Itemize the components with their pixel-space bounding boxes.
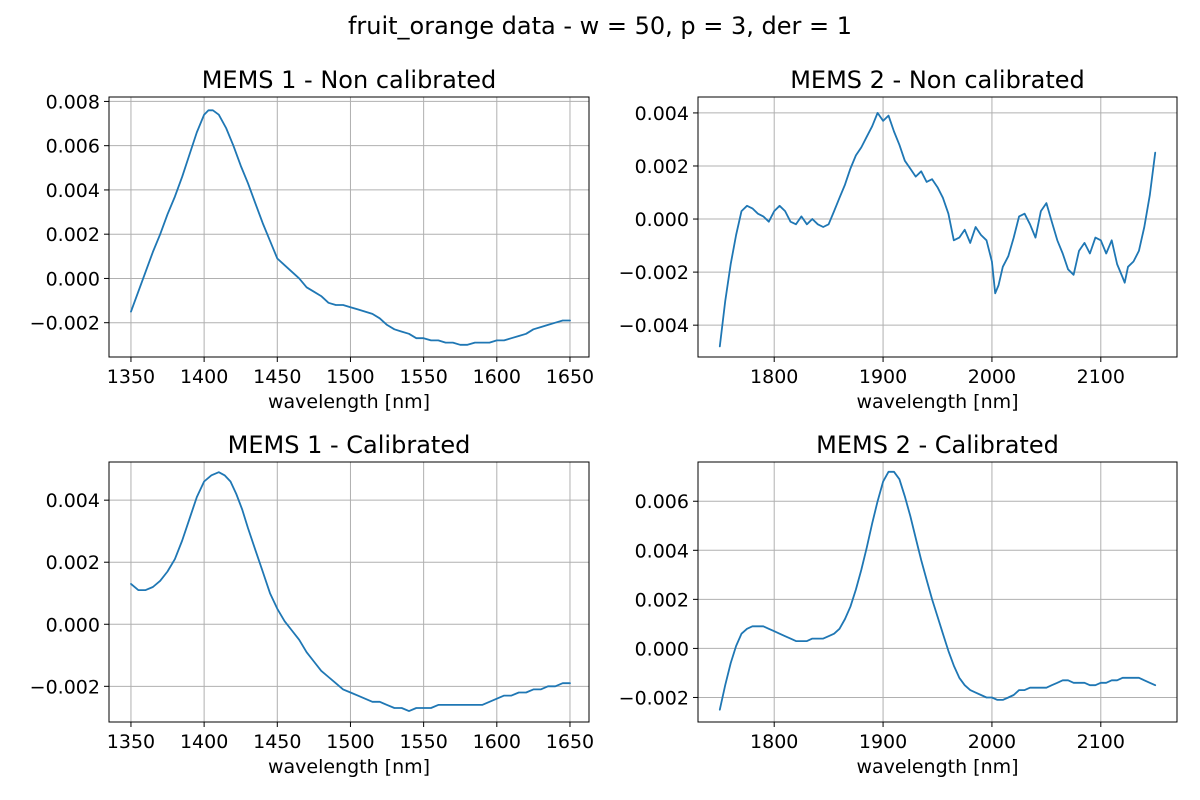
x-axis-label: wavelength [nm] bbox=[856, 391, 1018, 413]
subplot-mems2-noncal: 1800 1900 2000 2100 −0.004 −0.002 0.000 0.002 0.… bbox=[619, 66, 1178, 413]
x-tick-label: 1800 bbox=[750, 366, 798, 388]
x-axis-label: wavelength [nm] bbox=[268, 756, 430, 778]
subplot-title: MEMS 1 - Calibrated bbox=[228, 431, 471, 459]
x-tick-label: 1600 bbox=[473, 366, 521, 388]
series-line bbox=[718, 112, 1157, 348]
x-tick-label: 1550 bbox=[399, 731, 447, 753]
y-tick-label: 0.004 bbox=[46, 180, 100, 202]
y-tick-label: 0.006 bbox=[635, 491, 689, 513]
x-tick-label: 2100 bbox=[1077, 731, 1125, 753]
axes-frame bbox=[697, 461, 1178, 723]
y-tick-label: −0.004 bbox=[619, 315, 689, 337]
x-tick-label: 2100 bbox=[1077, 366, 1125, 388]
x-axis-label: wavelength [nm] bbox=[856, 756, 1018, 778]
x-axis-label: wavelength [nm] bbox=[268, 391, 430, 413]
x-tick-label: 1400 bbox=[180, 366, 228, 388]
y-tick-label: 0.000 bbox=[46, 614, 100, 636]
series-line bbox=[130, 471, 571, 712]
x-tick-label: 1500 bbox=[326, 731, 374, 753]
x-tick-label: 1500 bbox=[326, 366, 374, 388]
subplot-mems1-cal: 1350 1400 1450 1500 1550 1600 1650 −0.002 0.000 0… bbox=[30, 431, 594, 778]
y-tick-label: −0.002 bbox=[30, 676, 100, 698]
subplot-mems2-cal: 1800 1900 2000 2100 −0.002 0.000 0.002 0.004 0.0… bbox=[619, 431, 1178, 778]
subplot-title: MEMS 1 - Non calibrated bbox=[202, 66, 497, 94]
x-tick-label: 1350 bbox=[107, 366, 155, 388]
y-tick-label: 0.002 bbox=[635, 589, 689, 611]
subplot-title: MEMS 2 - Non calibrated bbox=[790, 66, 1085, 94]
subplot-title: MEMS 2 - Calibrated bbox=[816, 431, 1059, 459]
y-tick-label: −0.002 bbox=[619, 687, 689, 709]
y-tick-label: 0.002 bbox=[46, 224, 100, 246]
axes-frame bbox=[108, 96, 590, 358]
x-tick-label: 2000 bbox=[968, 366, 1016, 388]
y-tick-label: 0.000 bbox=[635, 638, 689, 660]
x-tick-label: 1900 bbox=[859, 366, 907, 388]
figure-suptitle: fruit_orange data - w = 50, p = 3, der =… bbox=[348, 12, 852, 40]
y-tick-label: 0.000 bbox=[635, 209, 689, 231]
y-tick-label: 0.004 bbox=[635, 103, 689, 125]
x-tick-label: 1350 bbox=[107, 731, 155, 753]
y-tick-label: 0.006 bbox=[46, 136, 100, 158]
x-tick-label: 1650 bbox=[546, 731, 594, 753]
axes-frame bbox=[697, 96, 1178, 358]
x-tick-label: 1550 bbox=[399, 366, 447, 388]
y-tick-label: 0.002 bbox=[46, 552, 100, 574]
x-tick-label: 1800 bbox=[750, 731, 798, 753]
y-tick-label: −0.002 bbox=[30, 313, 100, 335]
axes-frame bbox=[108, 461, 590, 723]
x-tick-label: 1650 bbox=[546, 366, 594, 388]
x-tick-label: 1450 bbox=[253, 366, 301, 388]
x-tick-label: 1900 bbox=[859, 731, 907, 753]
series-line bbox=[130, 109, 571, 346]
y-tick-label: 0.000 bbox=[46, 268, 100, 290]
x-tick-label: 1400 bbox=[180, 731, 228, 753]
series-line bbox=[718, 470, 1157, 711]
y-tick-label: 0.008 bbox=[46, 91, 100, 113]
y-tick-label: −0.002 bbox=[619, 262, 689, 284]
x-tick-label: 1450 bbox=[253, 731, 301, 753]
y-tick-label: 0.004 bbox=[635, 540, 689, 562]
y-tick-label: 0.004 bbox=[46, 490, 100, 512]
x-tick-label: 1600 bbox=[473, 731, 521, 753]
y-tick-label: 0.002 bbox=[635, 156, 689, 178]
x-tick-label: 2000 bbox=[968, 731, 1016, 753]
subplot-mems1-noncal: 1350 1400 1450 1500 1550 1600 1650 −0.002 0.000 0… bbox=[30, 66, 594, 413]
